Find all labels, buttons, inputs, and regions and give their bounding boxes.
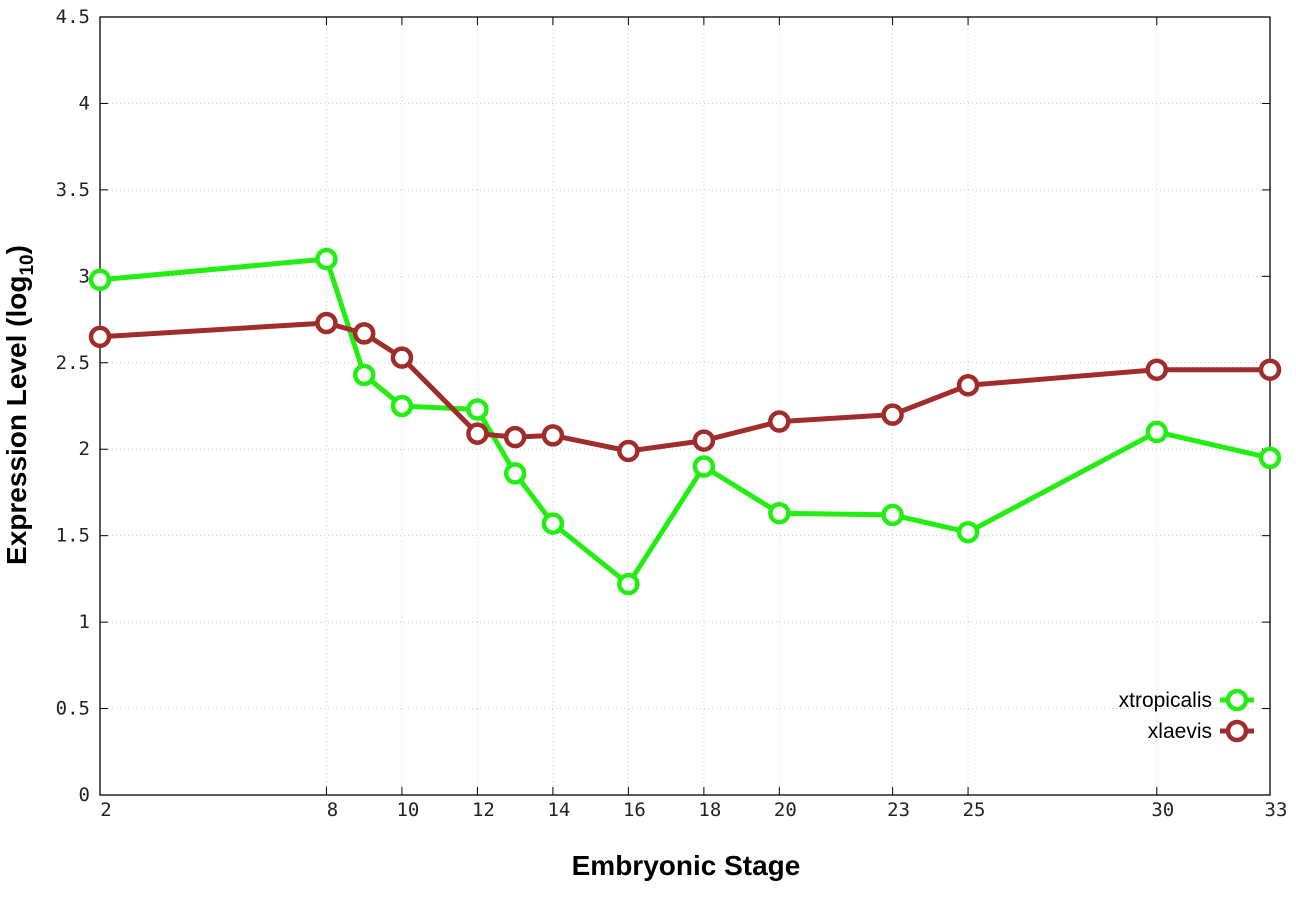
data-point — [768, 501, 791, 525]
y-tick-label: 3 — [79, 265, 90, 287]
data-point — [1258, 446, 1282, 470]
data-point — [1145, 420, 1169, 444]
data-point — [617, 439, 640, 463]
plot-frame — [99, 16, 1271, 796]
x-tick-label: 2 — [100, 799, 111, 821]
legend-swatch-marker — [1225, 719, 1249, 743]
y-tick-label: 0.5 — [56, 698, 90, 720]
data-point — [692, 429, 716, 452]
x-tick-label: 16 — [623, 799, 646, 821]
data-point — [541, 512, 565, 535]
x-axis-title: Embryonic Stage — [572, 850, 801, 881]
data-point — [1145, 358, 1169, 381]
y-tick-label: 1 — [79, 611, 90, 633]
legend-item: xtropicalis — [1119, 688, 1254, 712]
legend-label: xlaevis — [1148, 720, 1212, 743]
grid — [100, 17, 1270, 795]
data-point — [315, 247, 338, 271]
x-tick-label: 30 — [1151, 799, 1174, 821]
y-axis-title-suffix: ) — [1, 245, 32, 254]
y-tick-label: 4 — [79, 92, 90, 114]
data-point — [466, 398, 489, 421]
data-point — [881, 503, 904, 527]
data-point — [503, 462, 527, 485]
y-tick-label: 0 — [79, 784, 90, 806]
data-point — [956, 374, 980, 397]
series-xtropicalis — [88, 247, 1282, 596]
legend-swatch-marker — [1225, 688, 1249, 712]
y-tick-label: 4.5 — [56, 6, 90, 28]
data-point — [315, 311, 338, 335]
y-tick-label: 2.5 — [56, 352, 90, 374]
data-point — [956, 520, 980, 544]
x-tick-label: 33 — [1265, 799, 1288, 821]
y-tick-label: 3.5 — [56, 179, 90, 201]
data-point — [390, 346, 414, 369]
data-point — [881, 403, 904, 426]
x-tick-label: 18 — [698, 799, 721, 821]
data-point — [768, 410, 791, 433]
legend-label: xtropicalis — [1119, 689, 1212, 712]
x-tick-label: 14 — [547, 799, 570, 821]
y-axis-title-main: Expression Level (log — [1, 276, 32, 565]
y-axis-title-subscript: 10 — [17, 254, 38, 275]
x-tick-label: 23 — [887, 799, 910, 821]
y-tick-label: 1.5 — [56, 525, 90, 547]
data-point — [617, 572, 640, 596]
series-xlaevis — [88, 311, 1282, 463]
x-tick-label: 10 — [396, 799, 419, 821]
legend: xtropicalis xlaevis — [1119, 688, 1254, 743]
data-point — [503, 425, 527, 449]
data-point — [88, 325, 112, 349]
x-tick-label: 20 — [774, 799, 797, 821]
data-point — [692, 455, 716, 478]
series-layer — [88, 247, 1282, 596]
x-tick-label: 12 — [472, 799, 495, 821]
data-point — [466, 422, 489, 445]
y-axis-title: Expression Level (log10) — [1, 245, 38, 565]
data-point — [1258, 358, 1282, 381]
axis-ticks: 0 0.5 1 1.5 2 2.5 3 3.5 4 4.5 2 8 10 12 14 16 18 20 23 25 30… — [56, 6, 1288, 821]
y-tick-label: 2 — [79, 438, 90, 460]
x-tick-label: 8 — [327, 799, 338, 821]
data-point — [390, 394, 414, 418]
series-line — [99, 320, 1270, 454]
data-point — [541, 424, 565, 447]
legend-item: xlaevis — [1148, 719, 1254, 743]
data-point — [352, 322, 376, 345]
data-point — [352, 363, 376, 387]
x-tick-label: 25 — [963, 799, 986, 821]
data-point — [88, 268, 112, 292]
